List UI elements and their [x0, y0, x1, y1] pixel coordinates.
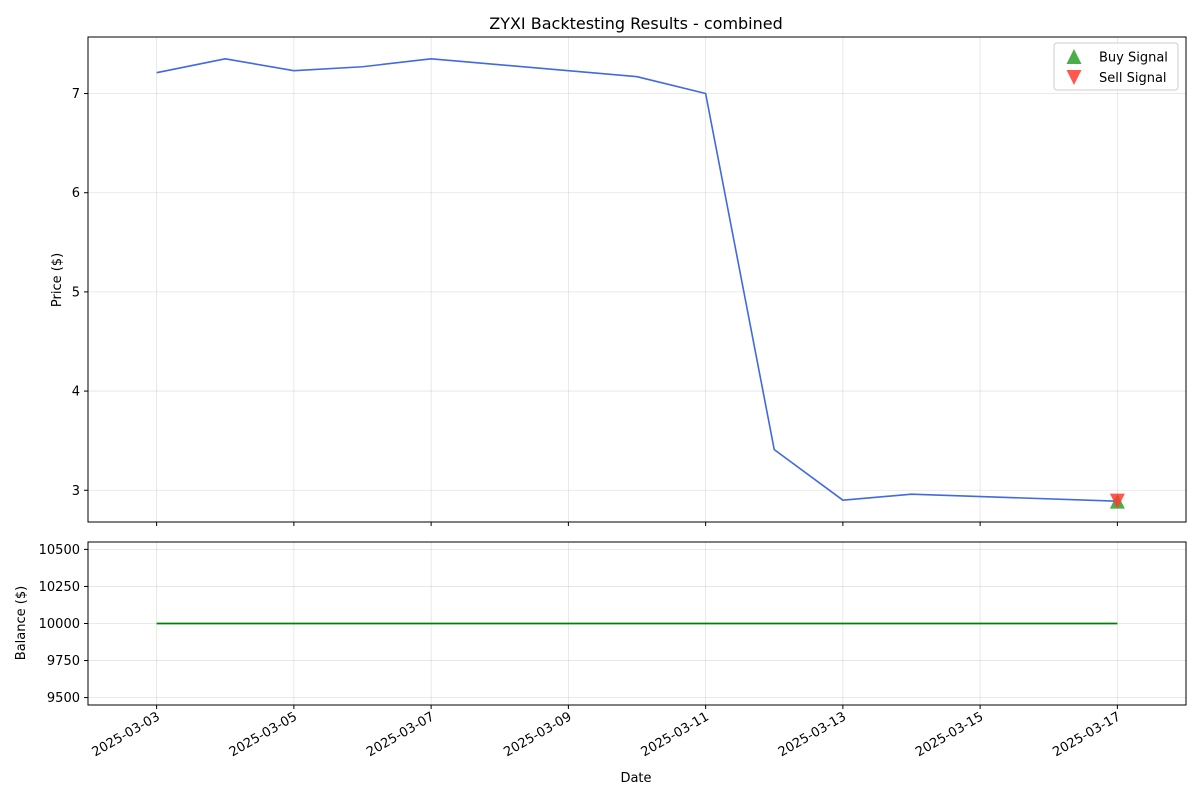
balance-y-tick-label: 10250 [39, 580, 80, 595]
x-tick-label: 2025-03-11 [639, 709, 712, 760]
legend-box [1053, 42, 1179, 91]
price-y-tick-label: 7 [72, 87, 80, 102]
legend-sell-marker [1066, 70, 1082, 85]
price-series [156, 58, 1125, 509]
legend-buy-marker [1066, 49, 1082, 64]
legend-buy-label: Buy Signal [1099, 51, 1168, 66]
price-y-axis: 3 4 5 6 7 [72, 87, 88, 499]
balance-y-tick-label: 10500 [39, 543, 80, 558]
x-axis-label: Date [620, 771, 651, 786]
price-y-tick-label: 5 [72, 285, 80, 300]
price-axes-frame [87, 36, 1187, 523]
balance-x-axis: 2025-03-03 2025-03-05 2025-03-07 2025-03-09… [90, 705, 1123, 760]
x-tick-label: 2025-03-17 [1050, 709, 1123, 760]
price-grid [88, 37, 1186, 522]
legend: Buy Signal Sell Signal [1053, 42, 1179, 91]
x-tick-label: 2025-03-09 [501, 709, 574, 760]
price-y-tick-label: 3 [72, 484, 80, 499]
balance-y-axis: 9500 9750 10000 10250 10500 [39, 543, 88, 706]
legend-sell-label: Sell Signal [1099, 71, 1167, 86]
price-y-tick-label: 4 [72, 385, 80, 400]
sell-signal-marker [1109, 493, 1125, 509]
balance-y-tick-label: 10000 [39, 617, 80, 632]
x-tick-label: 2025-03-03 [90, 709, 163, 760]
price-y-label: Price ($) [50, 253, 65, 307]
x-tick-label: 2025-03-15 [913, 709, 986, 760]
x-tick-label: 2025-03-07 [364, 709, 437, 760]
balance-axes-frame [87, 541, 1187, 706]
price-line [156, 58, 1118, 502]
price-y-tick-label: 6 [72, 186, 80, 201]
balance-y-tick-label: 9500 [47, 691, 80, 706]
balance-y-tick-label: 9750 [47, 654, 80, 669]
price-chart: ZYXI Backtesting Results - combined 3 4 5 6… [50, 14, 1187, 526]
x-tick-label: 2025-03-13 [776, 709, 849, 760]
price-x-ticks [156, 522, 1118, 526]
chart-title: ZYXI Backtesting Results - combined [489, 14, 783, 33]
balance-grid [88, 542, 1186, 705]
x-tick-label: 2025-03-05 [227, 709, 300, 760]
balance-y-label: Balance ($) [14, 586, 29, 660]
